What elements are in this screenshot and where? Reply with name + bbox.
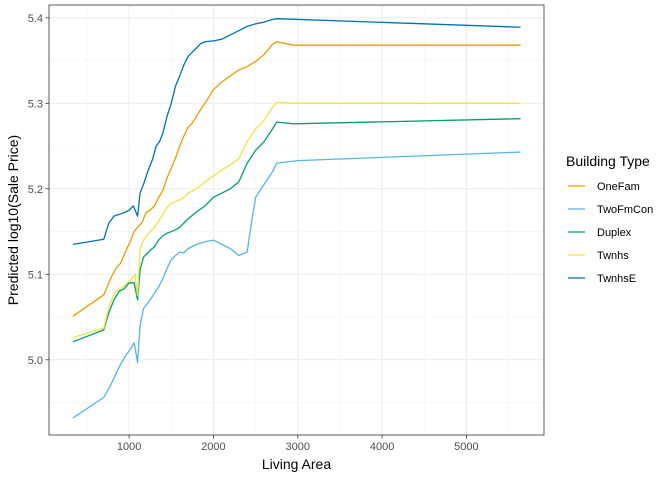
x-tick-label: 4000	[370, 441, 394, 453]
x-tick-label: 1000	[117, 441, 141, 453]
grid	[49, 5, 544, 435]
y-tick-label: 5.0	[28, 355, 43, 367]
legend-label-onefam: OneFam	[597, 181, 640, 193]
x-tick-label: 2000	[201, 441, 225, 453]
series-lines	[72, 18, 521, 419]
axes: 1000 2000 3000 4000 5000 5.0 5.1 5.2 5.3 5.4	[28, 13, 479, 453]
series-line-onefam	[72, 41, 521, 317]
legend-label-duplex: Duplex	[597, 227, 632, 239]
y-tick-label: 5.4	[28, 13, 43, 25]
legend-label-twnhse: TwnhsE	[597, 273, 636, 285]
y-tick-label: 5.2	[28, 184, 43, 196]
legend: Building Type OneFam TwoFmCon Duplex Twnhs T…	[566, 153, 653, 285]
series-line-twnhs	[72, 101, 521, 339]
x-tick-label: 5000	[454, 441, 478, 453]
plot-panel-border	[48, 4, 545, 436]
y-axis-title: Predicted log10(Sale Price)	[5, 135, 21, 305]
y-tick-label: 5.1	[28, 269, 43, 281]
series-line-twofmcon	[72, 151, 521, 419]
legend-label-twofmcon: TwoFmCon	[597, 204, 653, 216]
series-line-duplex	[72, 118, 521, 343]
legend-label-twnhs: Twnhs	[597, 250, 629, 262]
legend-title: Building Type	[566, 153, 650, 169]
y-tick-label: 5.3	[28, 98, 43, 110]
x-axis-title: Living Area	[262, 456, 331, 472]
series-line-twnhse	[72, 18, 521, 246]
plot-panel-background	[49, 5, 544, 435]
x-tick-label: 3000	[286, 441, 310, 453]
